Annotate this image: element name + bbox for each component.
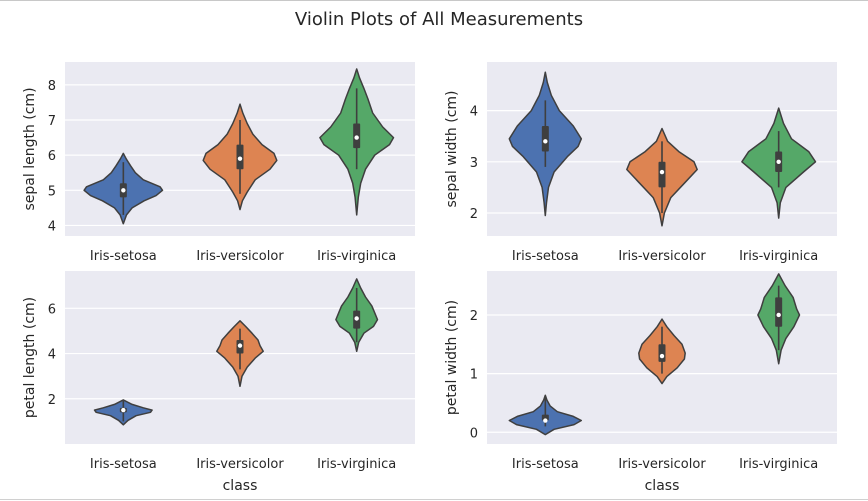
x-tick-label: Iris-virginica (317, 249, 396, 264)
median-marker (543, 418, 548, 423)
y-tick-label: 4 (48, 348, 56, 363)
iqr-box (775, 297, 783, 327)
x-axis-label: class (223, 478, 258, 494)
x-tick-label: Iris-setosa (512, 457, 579, 472)
y-axis-label: sepal length (cm) (22, 87, 38, 210)
window-top-border (0, 0, 868, 1)
y-tick-label: 2 (470, 309, 478, 324)
subplot-1: 4 5 6 7 8 Iris-setosa Iris-versicolor Iris-virg… (22, 62, 415, 264)
y-tick-label: 8 (48, 79, 56, 94)
median-marker (354, 135, 359, 140)
x-tick-label: Iris-setosa (90, 457, 157, 472)
median-marker (543, 139, 548, 144)
x-tick-label: Iris-virginica (739, 249, 818, 264)
y-tick-label: 6 (48, 302, 56, 317)
y-tick-label: 5 (48, 184, 56, 199)
x-tick-label: Iris-setosa (90, 249, 157, 264)
y-tick-label: 7 (48, 114, 56, 129)
x-tick-label: Iris-versicolor (618, 249, 706, 264)
iqr-box (541, 414, 549, 421)
iqr-box (541, 125, 549, 152)
median-marker (237, 343, 243, 348)
y-axis-label: sepal width (cm) (444, 90, 460, 207)
window-bottom-border (0, 499, 868, 500)
y-tick-label: 0 (470, 426, 478, 441)
x-axis-label: class (645, 478, 680, 494)
y-tick-label: 3 (470, 156, 478, 171)
subplot-4: 0 1 2 Iris-setosa Iris-versicolor Iris-virgin… (444, 271, 837, 494)
y-tick-label: 4 (48, 219, 56, 234)
y-tick-label: 4 (470, 105, 478, 120)
median-marker (776, 312, 781, 318)
median-marker (237, 156, 243, 161)
y-tick-label: 2 (48, 393, 56, 408)
figure-title: Violin Plots of All Measurements (294, 9, 584, 30)
x-tick-label: Iris-versicolor (196, 249, 284, 264)
y-axis-label: petal width (cm) (444, 300, 460, 415)
median-marker (121, 407, 126, 413)
x-tick-label: Iris-setosa (512, 249, 579, 264)
median-marker (659, 353, 665, 359)
median-marker (354, 316, 359, 321)
median-marker (776, 159, 781, 164)
y-tick-label: 1 (470, 368, 478, 383)
x-tick-label: Iris-versicolor (196, 457, 284, 472)
subplot-3: 2 4 6 Iris-setosa Iris-versicolor Iris-virgin… (22, 271, 415, 494)
y-tick-label: 6 (48, 149, 56, 164)
subplot-2: 2 3 4 Iris-setosa Iris-versicolor Iris-virgin… (444, 62, 837, 264)
x-tick-label: Iris-virginica (739, 457, 818, 472)
x-tick-label: Iris-versicolor (618, 457, 706, 472)
y-axis-label: petal length (cm) (22, 297, 38, 418)
iqr-box (658, 161, 666, 188)
median-marker (659, 169, 665, 175)
x-tick-label: Iris-virginica (317, 457, 396, 472)
median-marker (121, 188, 126, 193)
y-tick-label: 2 (470, 207, 478, 222)
iqr-box (658, 344, 666, 362)
